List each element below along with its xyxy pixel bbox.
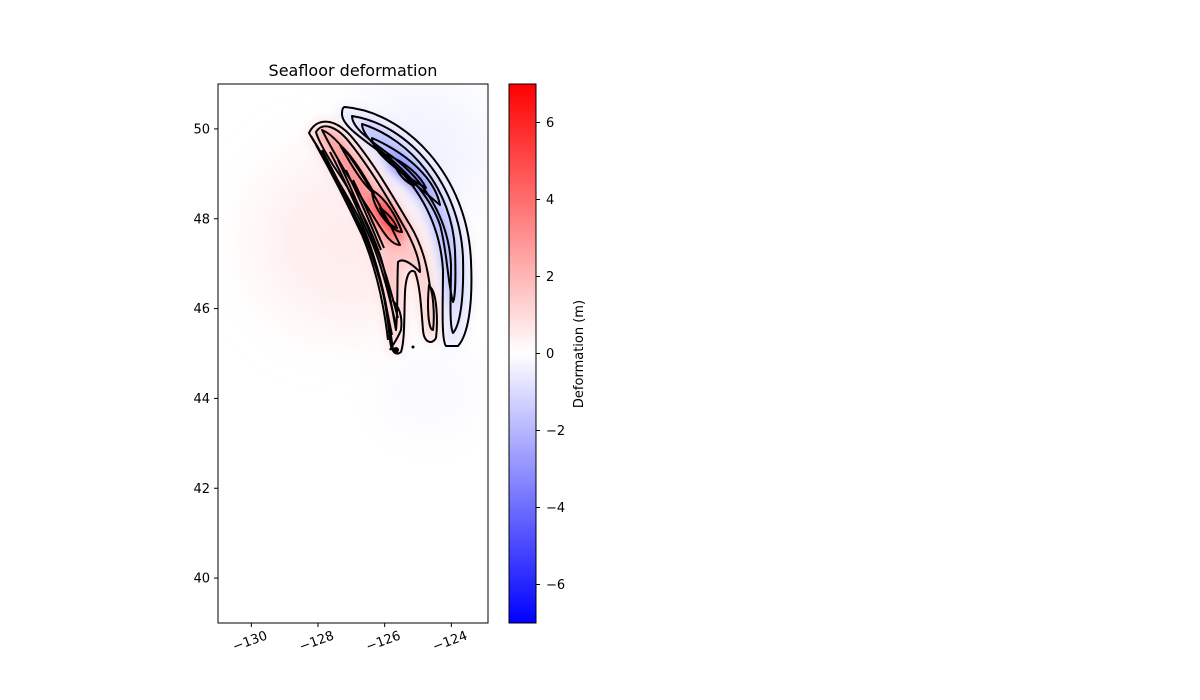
x-tick-label: −124 [431,629,470,655]
y-tick-label: 42 [193,482,210,497]
contour-trench-7 [352,179,385,249]
chart-title: Seafloor deformation [269,61,438,80]
contour-trench-4 [329,151,397,326]
colorbar-tick-label: 4 [546,193,554,208]
contour-trench-5 [337,159,399,319]
x-tick-label: −126 [364,629,403,655]
colorbar-label: Deformation (m) [572,300,587,408]
contour-uplift-4 [339,144,375,194]
contour-lines [308,106,473,355]
contour-trench-6 [345,169,382,251]
y-tick-label: 48 [193,212,210,227]
contour-subsidence-4 [371,137,441,206]
contour-uplift-6 [379,207,398,229]
colorbar-tick-label: 2 [546,270,554,285]
contour-subsidence-3 [361,123,457,303]
colorbar-tick-label: 0 [546,347,554,362]
contour-subsidence-6 [395,167,415,187]
contour-subsidence-2 [351,115,465,334]
contour-subsidence-1 [341,106,473,347]
y-tick-label: 50 [193,122,210,137]
contour-trench-3 [321,149,393,336]
colorbar-ticks: −6 −4 −2 0 2 4 6 [536,116,565,593]
y-axis: 40 42 44 46 48 50 [193,122,218,587]
contour-uplift-5 [371,189,403,233]
y-tick-label: 44 [193,392,210,407]
contour-trench-2 [315,144,389,341]
plot-area [218,84,488,623]
colorbar: −6 −4 −2 0 2 4 6 Deformation (m) [508,83,587,624]
x-tick-label: −130 [231,629,270,655]
colorbar-tick-label: −4 [546,501,565,516]
y-tick-label: 40 [193,572,210,587]
contour-uplift-7 [427,284,435,331]
colorbar-tick-label: −6 [546,578,565,593]
x-axis: −130 −128 −126 −124 [231,623,470,655]
y-tick-label: 46 [193,302,210,317]
faint-south-glow [385,355,475,425]
colorbar-tick-label: 6 [546,116,554,131]
plot-frame [217,83,489,624]
colorbar-tick-label: −2 [546,424,565,439]
contour-speck-2 [393,347,399,353]
contour-speck-1 [411,345,415,349]
colorbar-gradient [508,83,537,624]
contour-trench-8 [389,299,403,351]
x-tick-label: −128 [297,629,336,655]
